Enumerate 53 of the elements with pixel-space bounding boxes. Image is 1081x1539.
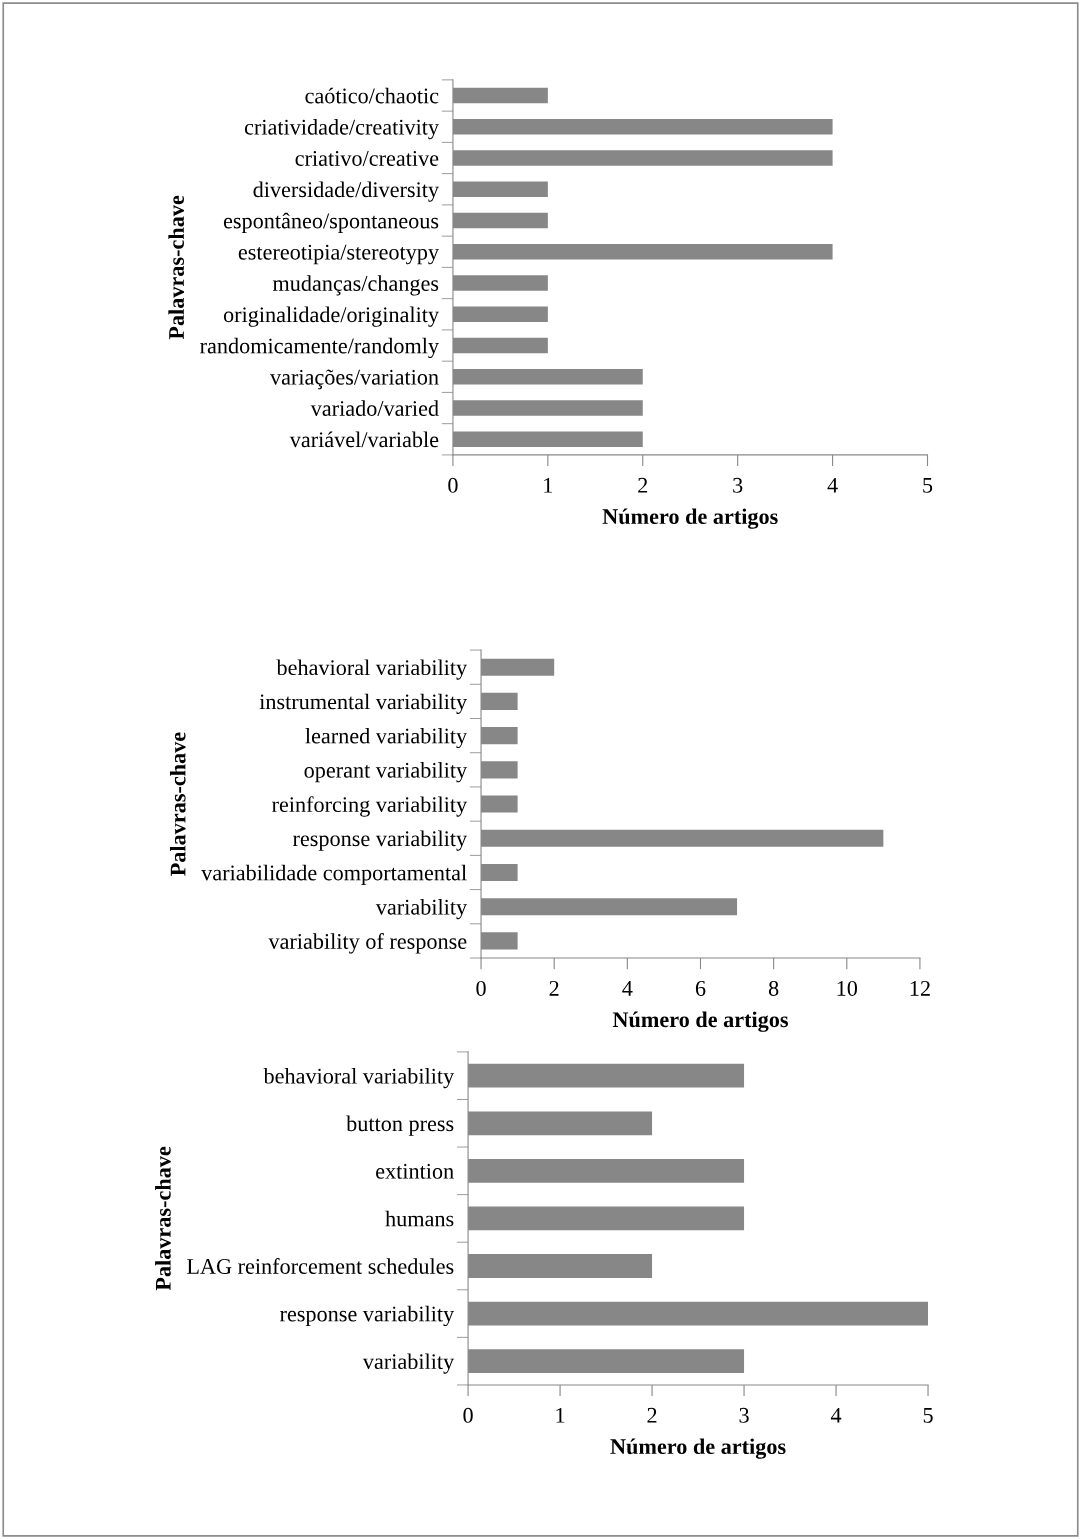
x-tick-label: 2 [549, 980, 559, 996]
y-tick-label: caótico/chaotic [305, 87, 439, 104]
y-tick-label: learned variability [305, 727, 468, 749]
y-tick-label: extintion [376, 1163, 454, 1179]
x-tick-label: 2 [647, 1407, 657, 1423]
x-tick-label: 10 [837, 980, 858, 996]
y-tick-label: estereotipia/stereotypy [238, 244, 439, 265]
y-tick-label: response variability [292, 830, 468, 851]
y-tick-label: instrumental variability [259, 693, 468, 714]
x-tick-label: 1 [556, 1407, 565, 1423]
y-tick-label: reinforcing variability [272, 796, 468, 817]
y-tick-label: criatividade/creativity [244, 119, 439, 140]
x-axis-title: Número de artigos [610, 1438, 786, 1459]
x-tick-label: 4 [827, 477, 838, 493]
x-tick-label: 0 [463, 1407, 473, 1423]
x-tick-label: 5 [923, 478, 933, 493]
x-tick-label: 2 [638, 477, 648, 493]
x-tick-label: 5 [923, 1408, 933, 1423]
y-tick-label: response variability [279, 1305, 455, 1327]
y-tick-label: humans [385, 1210, 454, 1227]
y-axis-title: Palavras-chave [169, 732, 186, 876]
x-tick-label: 4 [622, 981, 633, 996]
y-axis-title: Palavras-chave [168, 195, 184, 340]
y-axis-title: Palavras-chave [155, 1146, 171, 1291]
x-tick-label: 12 [910, 980, 930, 996]
x-tick-label: 4 [830, 1407, 842, 1423]
y-tick-label: variações/variation [269, 369, 439, 390]
x-tick-label: 1 [544, 477, 553, 493]
y-tick-label: espontâneo/spontaneous [223, 212, 439, 233]
y-tick-label: behavioral variability [263, 1067, 455, 1089]
y-tick-label: button press [346, 1115, 454, 1136]
y-tick-label: LAG reinforcement schedules [187, 1258, 454, 1274]
y-tick-label: randomicamente/randomly [200, 337, 439, 359]
y-tick-label: operant variability [304, 762, 468, 783]
y-tick-label: variabilidade comportamental [201, 864, 467, 885]
y-tick-label: criativo/creative [295, 151, 439, 166]
x-axis-title: Número de artigos [612, 1011, 788, 1032]
x-tick-label: 8 [768, 980, 779, 996]
x-tick-label: 3 [739, 1407, 749, 1423]
x-tick-label: 0 [476, 980, 486, 996]
y-tick-label: variability [375, 898, 468, 920]
y-tick-label: variability of response [268, 933, 467, 954]
y-tick-label: mudanças/changes [272, 275, 439, 296]
x-tick-label: 0 [448, 477, 458, 493]
y-tick-label: diversidade/diversity [253, 181, 439, 202]
y-tick-label: originalidade/originality [223, 306, 439, 327]
y-tick-label: variável/variable [289, 431, 439, 448]
x-tick-label: 6 [695, 980, 706, 996]
y-tick-label: variado/varied [310, 400, 439, 416]
x-tick-label: 3 [733, 477, 743, 493]
y-tick-label: variability [362, 1353, 455, 1374]
y-tick-label: behavioral variability [276, 659, 468, 680]
x-axis-title: Número de artigos [602, 508, 778, 529]
